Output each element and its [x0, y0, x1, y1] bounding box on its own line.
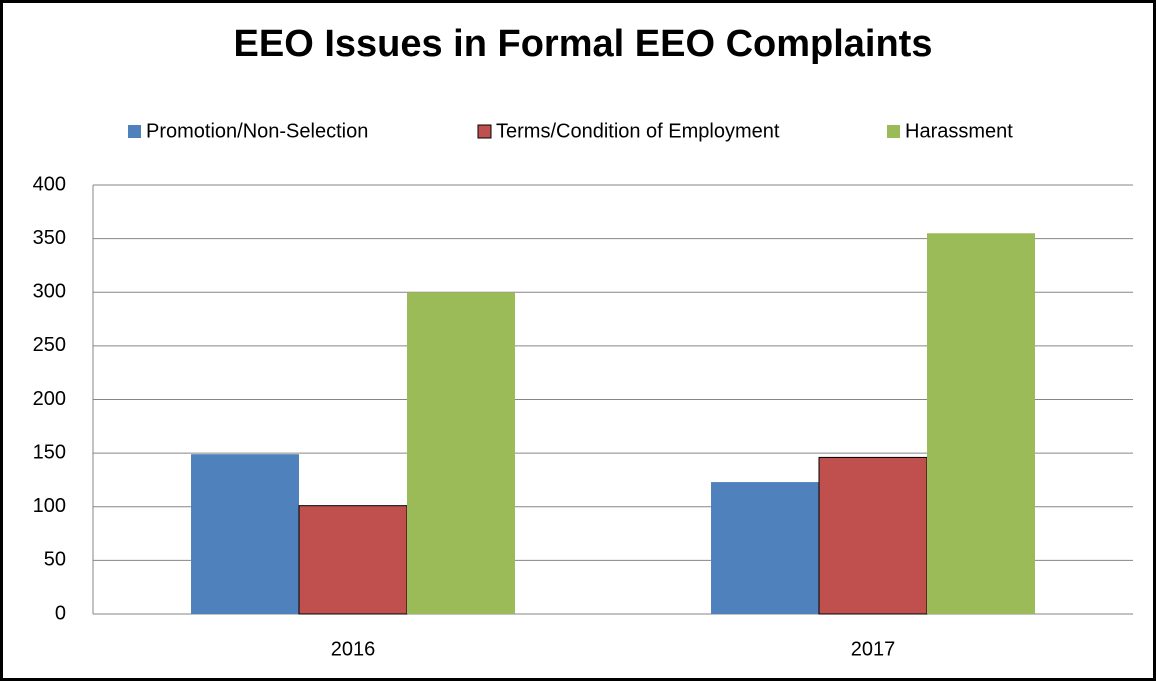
y-tick-label: 0 — [55, 602, 66, 624]
bar — [818, 456, 928, 615]
x-tick-label: 2017 — [851, 638, 896, 660]
legend-swatch — [128, 125, 141, 138]
chart-title: EEO Issues in Formal EEO Complaints — [234, 23, 933, 65]
y-tick-label: 250 — [33, 334, 66, 356]
y-tick-label: 50 — [44, 549, 66, 571]
x-tick-label: 2016 — [331, 638, 376, 660]
y-tick-label: 350 — [33, 227, 66, 249]
legend-label: Promotion/Non-Selection — [146, 120, 368, 142]
legend-swatch — [477, 124, 492, 139]
bar — [406, 292, 515, 614]
y-tick-label: 200 — [33, 388, 66, 410]
y-tick-label: 100 — [33, 495, 66, 517]
bar — [298, 505, 408, 615]
legend-label: Terms/Condition of Employment — [496, 120, 780, 142]
bar — [711, 482, 820, 614]
y-tick-label: 150 — [33, 441, 66, 463]
y-tick-label: 300 — [33, 281, 66, 303]
legend-label: Harassment — [905, 120, 1013, 142]
bar — [191, 454, 300, 614]
y-tick-label: 400 — [33, 173, 66, 195]
legend-swatch — [887, 125, 900, 138]
bar — [926, 233, 1035, 614]
